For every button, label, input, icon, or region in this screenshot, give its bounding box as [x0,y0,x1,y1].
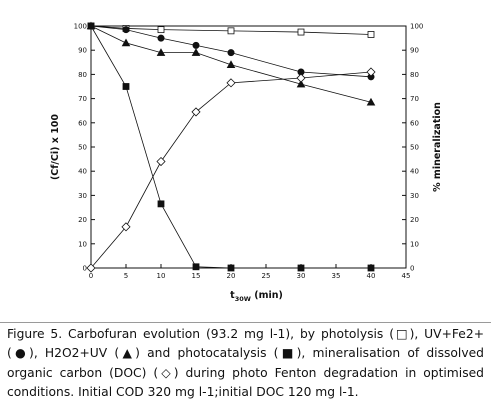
y-tick-label-left: 60 [78,119,87,127]
x-axis-title: t30W (min) [230,290,283,303]
data-point-mineralization [366,67,376,77]
x-tick-label: 15 [192,272,201,280]
series-photolysis [87,22,375,38]
data-point-photolysis [297,28,305,36]
y-tick-label-left: 40 [78,168,87,176]
data-point-photolysis [227,27,235,35]
x-tick-label: 25 [262,272,271,280]
data-point-photocatalysis [87,22,95,30]
y-tick-label-left: 80 [78,71,87,79]
data-point-h2o2-uv [226,60,236,69]
x-tick-label: 35 [332,272,341,280]
x-tick-label: 20 [227,272,236,280]
y-tick-label-right: 30 [410,192,419,200]
data-point-uv-fe2 [192,41,200,49]
y-axis-left: 0 10 20 30 40 50 60 70 80 90 100 [74,23,95,273]
data-point-mineralization [121,222,131,232]
x-tick-label: 5 [124,272,128,280]
x-axis: 0 5 10 15 20 25 30 35 40 45 [89,264,411,280]
y-tick-label-right: 10 [410,240,419,248]
data-point-uv-fe2 [157,34,165,42]
series-layer [86,21,376,273]
y-tick-label-right: 80 [410,71,419,79]
y-axis-title-right: % mineralization [432,102,443,192]
y-tick-label-right: 50 [410,144,419,152]
y-tick-label-right: 0 [410,265,414,273]
series-line-mineralization [90,71,372,269]
series-photocatalysis [87,22,375,272]
data-point-mineralization [226,78,236,88]
data-point-h2o2-uv [121,38,131,47]
chart: 0 5 10 15 20 25 30 35 40 45 0 10 20 30 40 50 60 70 80 90 10… [50,21,443,303]
data-point-h2o2-uv [156,48,166,56]
data-point-photolysis [157,26,165,34]
x-tick-label: 40 [367,272,376,280]
data-point-mineralization [191,107,201,117]
y-tick-label-left: 100 [74,23,87,31]
data-point-photocatalysis [157,200,165,208]
data-point-photocatalysis [192,263,200,271]
x-tick-label: 30 [297,272,306,280]
x-tick-label: 10 [157,272,166,280]
y-tick-label-left: 50 [78,144,87,152]
data-point-h2o2-uv [191,48,201,56]
data-point-uv-fe2 [122,26,130,34]
y-tick-label-left: 70 [78,95,87,103]
y-tick-label-left: 90 [78,47,87,55]
x-tick-label: 0 [89,272,93,280]
y-tick-label-right: 70 [410,95,419,103]
data-point-h2o2-uv [366,97,376,106]
figure-caption: Figure 5. Carbofuran evolution (93.2 mg … [0,322,491,413]
y-axis-right: 0 10 20 30 40 50 60 70 80 90 100 [402,23,423,273]
data-point-mineralization [156,156,166,167]
data-point-mineralization [296,73,306,83]
plot-frame [90,25,407,269]
data-point-photocatalysis [297,264,305,272]
x-tick-label: 45 [402,272,411,280]
data-point-photocatalysis [122,83,130,90]
data-point-photocatalysis [367,264,375,272]
figure-caption-text: Figure 5. Carbofuran evolution (93.2 mg … [7,327,484,400]
y-tick-label-left: 0 [83,265,87,273]
y-tick-label-left: 10 [78,240,87,248]
y-tick-label-right: 20 [410,216,419,224]
data-point-mineralization [86,263,96,273]
y-axis-title-left: (Cf/Ci) x 100 [50,114,61,180]
data-point-photocatalysis [227,264,235,272]
y-tick-label-left: 20 [78,216,87,224]
series-h2o2-uv [86,21,376,106]
series-mineralization [86,67,376,273]
y-tick-label-left: 30 [78,192,87,200]
y-tick-label-right: 100 [410,23,423,31]
y-tick-label-right: 60 [410,119,419,127]
data-point-uv-fe2 [227,49,235,57]
data-point-h2o2-uv [296,79,306,88]
series-line-photolysis [90,25,372,35]
y-tick-label-right: 90 [410,47,419,55]
data-point-photolysis [367,31,375,38]
y-tick-label-right: 40 [410,168,419,176]
